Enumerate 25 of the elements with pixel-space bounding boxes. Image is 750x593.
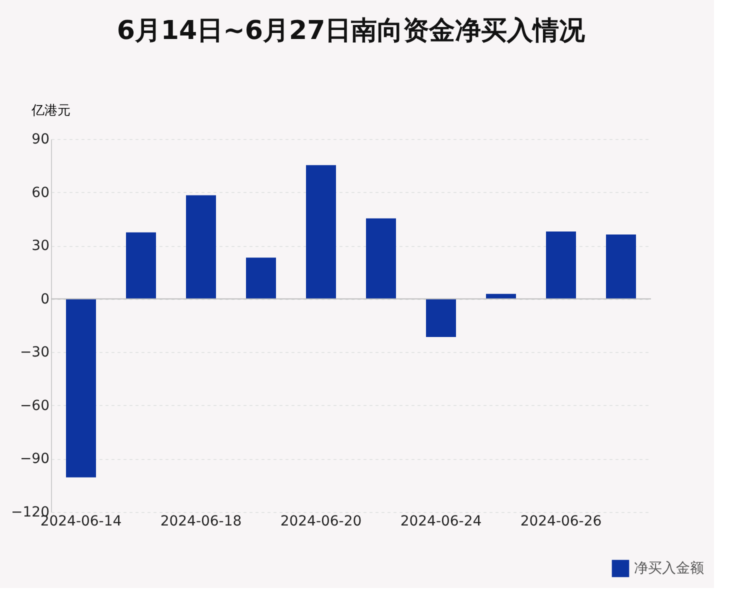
bar (366, 218, 396, 299)
bar (66, 298, 96, 478)
bar (246, 258, 276, 299)
chart-title: 6月14日~6月27日南向资金净买入情况 (116, 16, 586, 46)
x-tick-label: 2024-06-26 (520, 514, 602, 530)
bar (306, 165, 336, 299)
y-tick-label: −60 (20, 398, 50, 414)
bar (486, 294, 516, 299)
x-tick-label: 2024-06-18 (160, 514, 242, 530)
y-axis-title: 亿港元 (30, 104, 70, 118)
bar (606, 234, 636, 299)
y-tick-label: 90 (32, 132, 50, 148)
y-tick-label: −30 (20, 344, 50, 361)
bar (186, 195, 216, 299)
x-tick-label: 2024-06-24 (400, 514, 482, 530)
y-tick-label: 60 (32, 184, 50, 201)
x-tick-label: 2024-06-20 (280, 514, 362, 530)
y-tick-label: 30 (32, 238, 50, 254)
y-tick-label: −90 (20, 451, 50, 468)
bar (546, 232, 576, 299)
y-tick-label: 0 (40, 291, 50, 308)
x-tick-label: 2024-06-14 (40, 514, 122, 530)
bar (126, 232, 156, 299)
bar (426, 298, 456, 338)
legend-label: 净买入金额 (634, 560, 704, 576)
